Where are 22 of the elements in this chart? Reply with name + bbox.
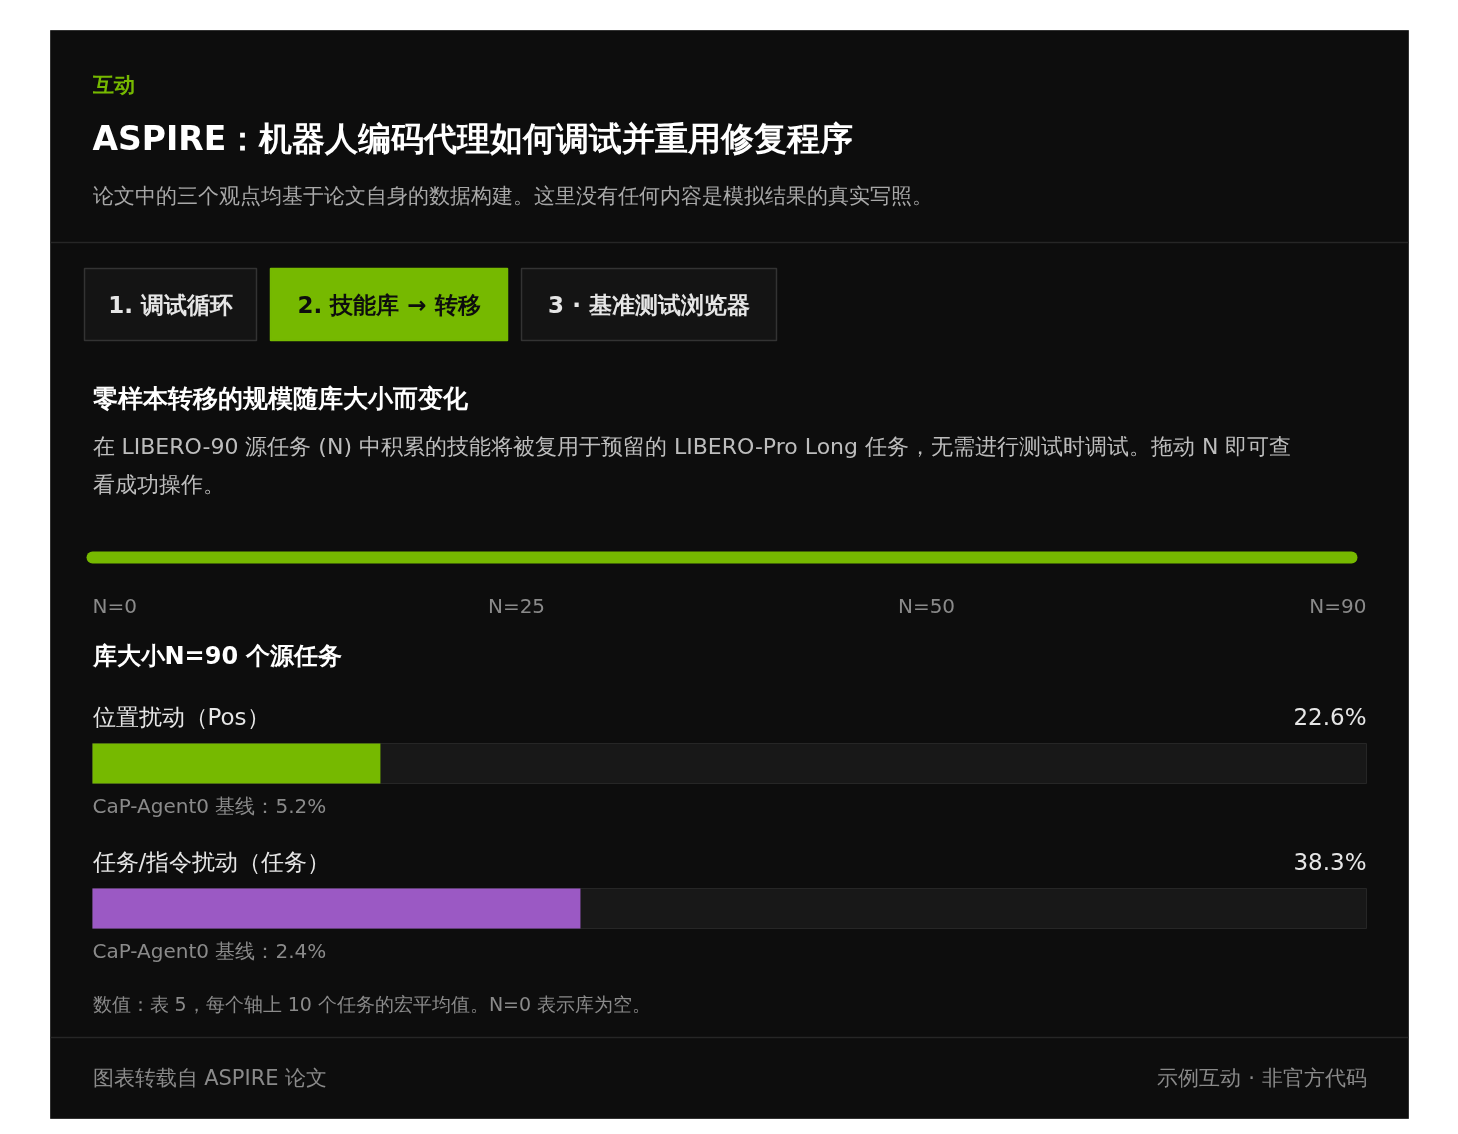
annotation: 库大小N=90 个源任务 [91,641,343,670]
chart-title: ASPIRE：机器人编码代理如何调试并重用修复程序 [92,119,854,158]
text: N=50 [897,593,956,618]
text: 1. 调试循环 [108,291,233,318]
chart-subtitle: 论文中的三个观点均基于论文自身的数据构建。这里没有任何内容是模拟结果的真实写照。 [92,183,933,208]
text: CaP-Agent0 基线：2.4% [92,938,327,963]
text: N=25 [487,593,546,618]
data-label: 22.6% [1293,703,1367,730]
data-label: 38.3% [1293,848,1367,875]
text: N=90 [1309,593,1367,618]
text: 3 · 基准测试浏览器 [548,291,750,318]
text: 示例互动 · 非官方代码 [1157,1065,1367,1090]
text: 互动 [91,72,135,97]
y-tick-label: 任务/指令扰动（任务） [91,848,331,875]
text: 2. 技能库 → 转移 [297,291,481,318]
annotation: CaP-Agent0 基线：5.2% [92,793,327,818]
text: 数值：表 5，每个轴上 10 个任务的宏平均值。N=0 表示库为空。 [92,992,652,1015]
y-tick-label: 位置扰动（Pos） [92,703,270,730]
text: N=0 [92,593,137,618]
text: 零样本转移的规模随库大小而变化 [92,384,469,413]
text: 在 LIBERO-90 源任务 (N) 中积累的技能将被复用于预留的 LIBERO-Pro Long 任务，无需进行测试时调试。拖动 N 即可查看成功操作。 [92,434,1292,497]
text: 图表转载自 ASPIRE 论文 [92,1065,328,1090]
